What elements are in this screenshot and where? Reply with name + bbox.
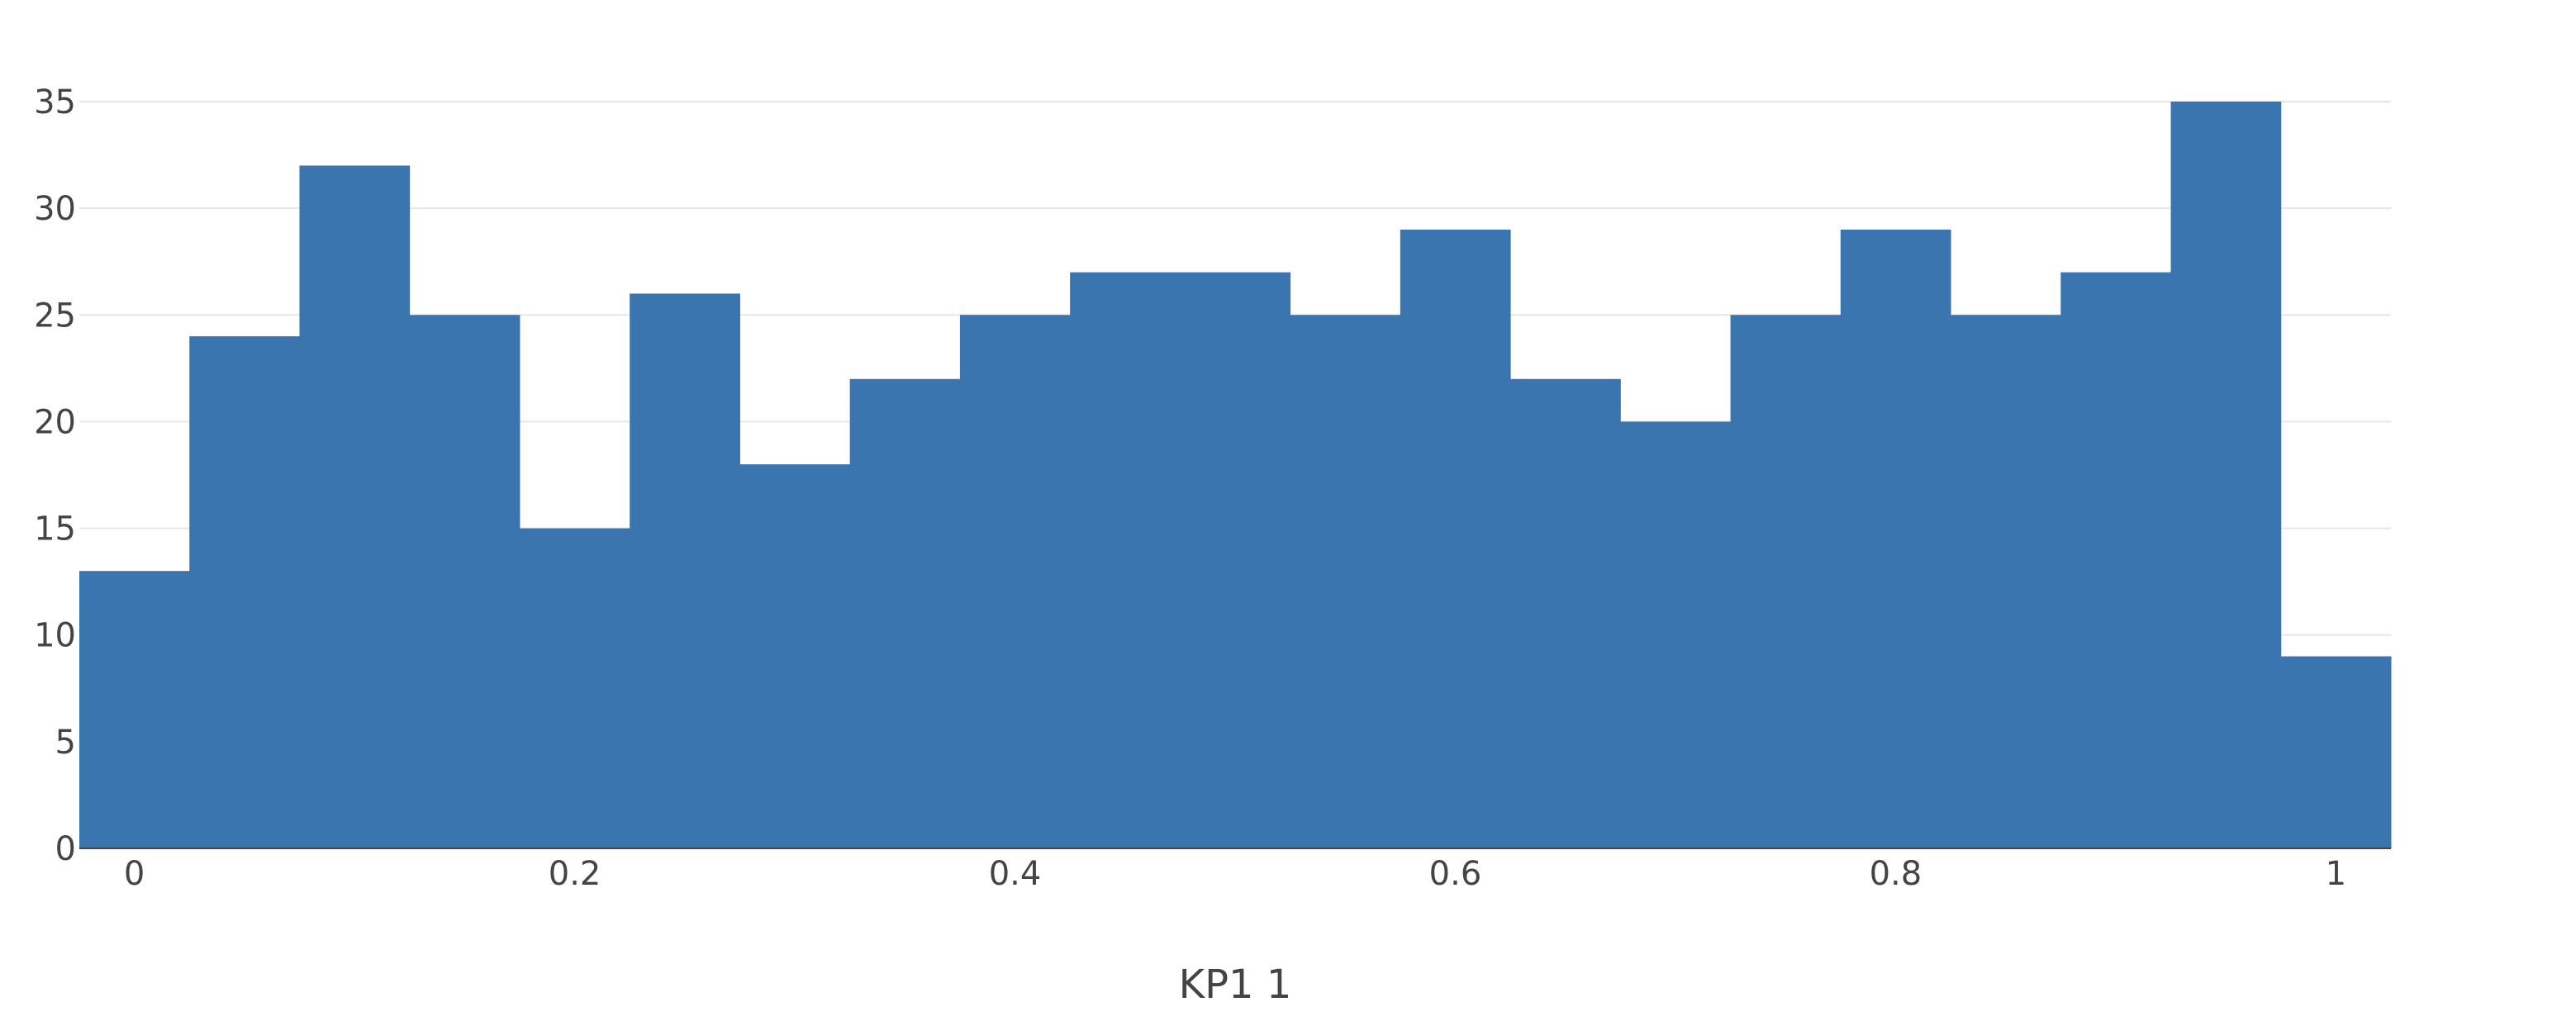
histogram-bar	[1510, 378, 1621, 848]
y-tick-label: 10	[34, 617, 76, 655]
histogram-bar	[849, 378, 961, 848]
histogram-bar	[2280, 656, 2392, 848]
x-tick-label: 0.4	[989, 855, 1042, 893]
y-tick-label: 30	[34, 190, 76, 228]
histogram-bar	[79, 571, 190, 848]
histogram-bar	[959, 315, 1071, 848]
x-axis-ticks: 0 0.2 0.4 0.6 0.8 1	[124, 855, 2346, 893]
y-tick-label: 25	[34, 297, 76, 335]
histogram-bar	[1180, 272, 1291, 849]
y-tick-label: 0	[55, 830, 76, 868]
x-tick-label: 0.2	[549, 855, 601, 893]
x-tick-label: 0.8	[1870, 855, 1922, 893]
histogram-bar	[189, 336, 300, 849]
histogram-bar	[1840, 229, 1951, 848]
y-tick-label: 5	[55, 724, 76, 762]
y-tick-label: 15	[34, 510, 76, 548]
histogram-bar	[739, 464, 851, 848]
histogram-bar	[1070, 272, 1181, 849]
histogram-bar	[1290, 315, 1401, 848]
y-tick-label: 35	[34, 83, 76, 121]
histogram-bar	[2170, 102, 2282, 848]
histogram-bar	[2060, 272, 2172, 849]
histogram-bar	[519, 528, 630, 848]
bars	[79, 102, 2392, 849]
histogram-bar	[630, 293, 740, 848]
x-axis-title: KP1 1	[1179, 962, 1292, 1008]
histogram-bar	[409, 315, 520, 848]
histogram-bar	[299, 165, 411, 848]
y-axis-ticks: 0 5 10 15 20 25 30 35	[34, 83, 76, 868]
x-tick-label: 0.6	[1429, 855, 1482, 893]
histogram-bar	[1620, 421, 1732, 848]
x-tick-label: 1	[2326, 855, 2346, 893]
y-tick-label: 20	[34, 403, 76, 441]
histogram-bar	[1400, 229, 1511, 848]
histogram-bar	[1730, 315, 1842, 848]
histogram-bar	[1951, 315, 2061, 848]
x-tick-label: 0	[124, 855, 145, 893]
